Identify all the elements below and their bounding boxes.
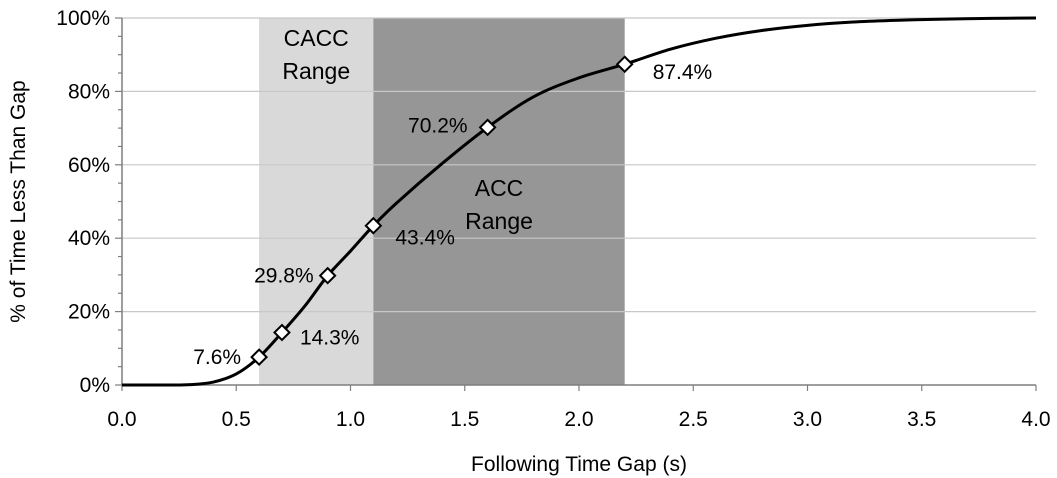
cacc-range-band bbox=[259, 18, 374, 385]
axes: 0% 20% 40% 60% 80% 100% 0.0 0.5 1.0 1.5 2.0 2.5 3.0 3… bbox=[56, 7, 1050, 431]
acc-range-band bbox=[373, 18, 625, 385]
gridlines bbox=[122, 17, 1036, 313]
x-axis-title: Following Time Gap (s) bbox=[471, 453, 687, 476]
y-tick-label: 100% bbox=[56, 7, 110, 30]
data-label: 29.8% bbox=[254, 265, 314, 288]
data-marker bbox=[318, 266, 337, 285]
x-tick-label: 4.0 bbox=[1021, 408, 1050, 431]
data-marker bbox=[273, 323, 291, 342]
data-marker bbox=[478, 118, 497, 137]
x-tick-label: 3.0 bbox=[793, 408, 822, 431]
data-marker bbox=[364, 216, 383, 235]
x-tick-label: 1.5 bbox=[450, 408, 479, 431]
data-label: 87.4% bbox=[653, 61, 713, 84]
data-markers bbox=[250, 55, 634, 367]
cacc-range-label: CACC Range bbox=[282, 25, 350, 84]
range-labels: CACC Range ACC Range bbox=[282, 25, 533, 234]
y-tick-label: 80% bbox=[68, 80, 110, 103]
y-axis-title: % of Time Less Than Gap bbox=[7, 80, 30, 322]
y-tick-label: 60% bbox=[68, 154, 110, 177]
data-marker bbox=[615, 55, 634, 74]
range-bands bbox=[259, 18, 625, 385]
cdf-curve bbox=[121, 16, 1037, 387]
y-tick-label: 40% bbox=[68, 227, 110, 250]
x-tick-label: 3.5 bbox=[907, 408, 936, 431]
data-labels: 7.6% 14.3% 29.8% 43.4% 70.2% 87.4% bbox=[193, 61, 712, 369]
data-marker bbox=[250, 348, 269, 367]
y-tick-label: 0% bbox=[80, 374, 110, 397]
x-tick-label: 0.0 bbox=[107, 408, 136, 431]
acc-range-label: ACC Range bbox=[465, 175, 533, 234]
x-tick-label: 1.0 bbox=[336, 408, 365, 431]
data-label: 7.6% bbox=[193, 346, 241, 369]
data-label: 43.4% bbox=[395, 227, 455, 250]
cdf-curve-line bbox=[121, 16, 1037, 387]
x-tick-label: 2.5 bbox=[679, 408, 708, 431]
data-label: 14.3% bbox=[300, 327, 360, 350]
x-tick-label: 2.0 bbox=[564, 408, 593, 431]
x-tick-label: 0.5 bbox=[222, 408, 251, 431]
y-tick-label: 20% bbox=[68, 301, 110, 324]
data-label: 70.2% bbox=[408, 114, 468, 137]
